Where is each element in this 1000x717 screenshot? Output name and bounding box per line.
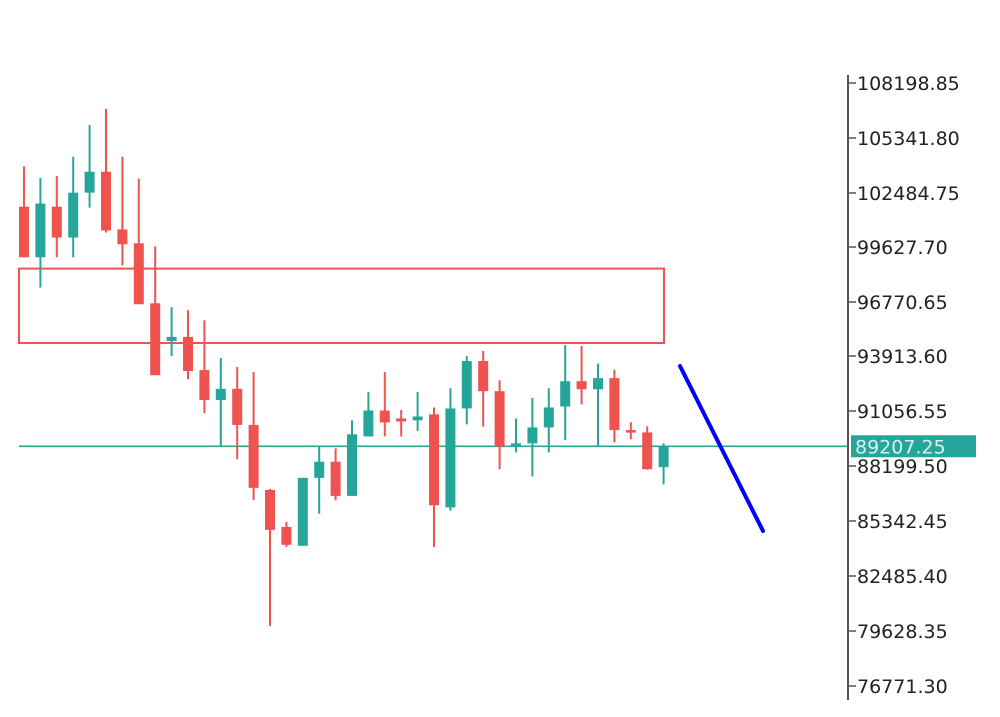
axis-tick-label: 91056.55 <box>857 401 948 423</box>
candle <box>215 357 226 447</box>
candle <box>461 356 472 425</box>
candle <box>330 448 341 501</box>
candle <box>494 380 505 470</box>
candle <box>429 407 439 547</box>
candles <box>19 109 669 626</box>
axis-tick-label: 85342.45 <box>857 511 948 533</box>
candle <box>543 388 554 453</box>
candle <box>511 418 521 453</box>
supply-zone-box[interactable] <box>18 267 665 345</box>
candle <box>625 422 636 440</box>
candle <box>593 363 603 447</box>
candle <box>265 488 275 626</box>
candle <box>133 178 144 305</box>
candle <box>68 156 79 258</box>
candle <box>281 521 292 547</box>
trend-line[interactable] <box>678 364 765 533</box>
current-price-label: 89207.25 <box>855 436 946 458</box>
candle <box>297 477 308 546</box>
candle <box>166 307 177 357</box>
axis-tick-label: 79628.35 <box>857 621 948 643</box>
candle <box>314 446 325 514</box>
price-axis[interactable]: 108198.85 105341.80 102484.75 99627.70 96770… <box>847 73 960 700</box>
candle <box>232 367 243 460</box>
candle <box>117 156 128 266</box>
candle <box>84 124 95 208</box>
candle <box>248 371 259 501</box>
supply-zone-rectangle[interactable] <box>18 267 665 345</box>
current-price-tag-bg <box>851 435 976 458</box>
projected-trend-line[interactable] <box>678 364 765 533</box>
candle <box>560 345 571 441</box>
candle <box>199 320 210 414</box>
candle <box>183 310 193 380</box>
current-price-tag: 89207.25 <box>851 435 976 458</box>
candle <box>658 443 669 485</box>
candle <box>527 397 538 477</box>
axis-tick-label: 102484.75 <box>857 183 960 205</box>
candle <box>478 350 489 427</box>
axis-tick-label: 82485.40 <box>857 566 948 588</box>
candle <box>412 392 423 431</box>
axis-tick-label: 99627.70 <box>857 237 948 259</box>
candle <box>445 388 456 511</box>
axis-tick-label: 105341.80 <box>857 128 960 150</box>
candle <box>576 345 587 405</box>
candle <box>363 392 374 437</box>
candle <box>150 246 161 376</box>
axis-tick-label: 93913.60 <box>857 346 948 368</box>
axis-tick-label: 96770.65 <box>857 292 948 314</box>
candle <box>642 426 653 470</box>
candle <box>51 175 62 258</box>
candle <box>396 409 407 437</box>
candle <box>35 177 46 288</box>
candle <box>101 109 111 233</box>
axis-tick-label: 108198.85 <box>857 73 960 95</box>
candle <box>347 420 357 496</box>
candle <box>379 371 390 437</box>
candle <box>19 166 29 258</box>
axis-tick-label: 76771.30 <box>857 676 948 698</box>
axis-tick-label: 88199.50 <box>857 456 948 478</box>
candle <box>609 369 620 443</box>
